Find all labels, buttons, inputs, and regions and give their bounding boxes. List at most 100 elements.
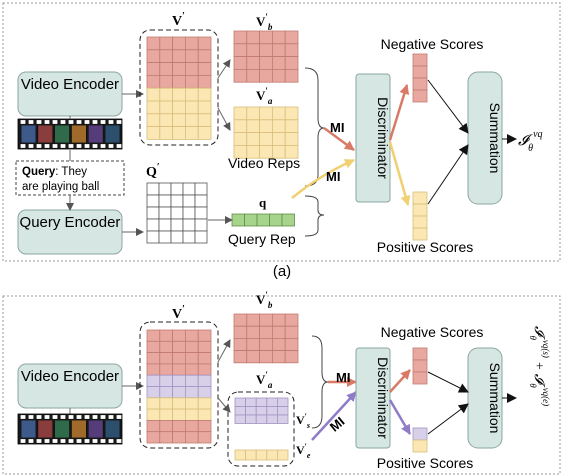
film-hole <box>60 120 66 124</box>
grid-cell <box>159 352 174 365</box>
grid-cell <box>146 431 161 444</box>
grid-cell <box>146 36 161 51</box>
mi-label-top-b: MI <box>336 370 350 385</box>
film-hole <box>92 144 98 148</box>
film-frame <box>71 124 87 144</box>
grid-cell <box>284 119 299 134</box>
grid-cell <box>271 119 286 134</box>
grid-cell <box>159 408 174 421</box>
grid-cell <box>172 62 186 76</box>
grid-cell <box>159 363 174 376</box>
va-container-b <box>227 391 295 467</box>
grid-cell <box>159 340 174 353</box>
output-label-b: 𝓘θvq(s)+𝓘θvq(e) <box>528 326 551 406</box>
film-hole <box>116 144 122 148</box>
grid-cell <box>184 49 199 63</box>
grid-cell <box>234 397 247 407</box>
grid-cell <box>146 87 161 102</box>
grid-cell <box>172 363 186 376</box>
positive-scores-label-a: Positive Scores <box>377 239 473 255</box>
grid-cell <box>159 62 174 76</box>
grid-cell <box>184 408 199 421</box>
film-hole <box>44 120 50 124</box>
film-hole <box>100 144 106 148</box>
grid-cell <box>197 329 212 342</box>
grid-cell <box>172 113 186 128</box>
v-prime-label-a: V′ <box>172 11 185 29</box>
grid-cell <box>197 126 212 140</box>
film-hole <box>68 415 74 419</box>
grid-cell <box>172 397 186 410</box>
v-prime-grid-a <box>146 36 212 140</box>
grid-cell <box>146 329 161 342</box>
grid-cell <box>170 194 184 208</box>
v-prime-container-a <box>139 29 219 146</box>
film-frame <box>37 419 54 439</box>
grid-cell <box>197 87 212 102</box>
film-strip-icon <box>17 118 123 150</box>
grid-cell <box>259 132 273 146</box>
grid-cell <box>233 313 248 327</box>
grid-cell <box>284 69 299 83</box>
discriminator-label-b: Discriminator <box>375 357 391 439</box>
film-frame <box>54 124 70 144</box>
film-hole <box>28 415 34 419</box>
grid-cell <box>197 408 212 421</box>
grid-cell <box>159 386 174 399</box>
vs-grid-b <box>234 397 289 424</box>
grid-cell <box>170 230 184 244</box>
grid-cell <box>172 431 186 444</box>
positive-scores-vector-b <box>412 427 428 453</box>
grid-cell <box>184 363 199 376</box>
grid-cell <box>170 218 184 232</box>
grid-cell <box>172 374 186 387</box>
grid-cell <box>184 113 199 128</box>
grid-cell <box>234 414 247 424</box>
v-prime-grid-b <box>146 329 212 444</box>
film-hole <box>20 415 26 419</box>
grid-cell <box>197 397 212 410</box>
negative-scores-label-b: Negative Scores <box>381 324 484 340</box>
grid-cell <box>266 449 278 461</box>
grid-cell <box>245 414 257 424</box>
grid-cell <box>159 87 174 102</box>
film-hole <box>52 144 58 148</box>
positive-scores-vector-a <box>412 191 428 241</box>
grid-cell <box>284 337 299 351</box>
video-reps-label: Video Reps <box>228 155 300 171</box>
grid-cell <box>159 75 174 89</box>
grid-cell <box>233 132 248 146</box>
grid-cell <box>246 337 261 351</box>
grid-cell <box>255 406 268 416</box>
mi-arrow-purple-b <box>311 391 357 441</box>
panel-a-frame <box>2 2 561 262</box>
grid-cell <box>246 69 261 83</box>
summation-box-a <box>467 71 503 205</box>
grid-cell <box>146 408 161 421</box>
film-hole <box>100 120 106 124</box>
film-hole <box>84 144 90 148</box>
grid-cell <box>146 352 161 365</box>
q-prime-grid <box>146 182 208 244</box>
film-hole <box>92 415 98 419</box>
negative-scores-vector-b <box>412 347 428 385</box>
film-hole <box>108 120 114 124</box>
grid-cell <box>158 230 172 244</box>
grid-cell <box>259 350 273 364</box>
grid-cell <box>271 30 286 45</box>
film-hole <box>28 144 34 148</box>
grid-cell <box>412 191 428 205</box>
grid-cell <box>194 230 208 244</box>
grid-cell <box>284 325 299 339</box>
grid-cell <box>146 218 160 232</box>
grid-cell <box>284 106 299 121</box>
film-hole <box>100 415 106 419</box>
grid-cell <box>259 69 273 83</box>
grid-cell <box>244 213 258 227</box>
grid-cell <box>172 329 186 342</box>
mi-arrow-video-a <box>323 126 355 152</box>
grid-cell <box>159 397 174 410</box>
query-text: Query: They are playing ball <box>22 166 99 193</box>
grid-cell <box>255 397 268 407</box>
grid-cell <box>271 106 286 121</box>
